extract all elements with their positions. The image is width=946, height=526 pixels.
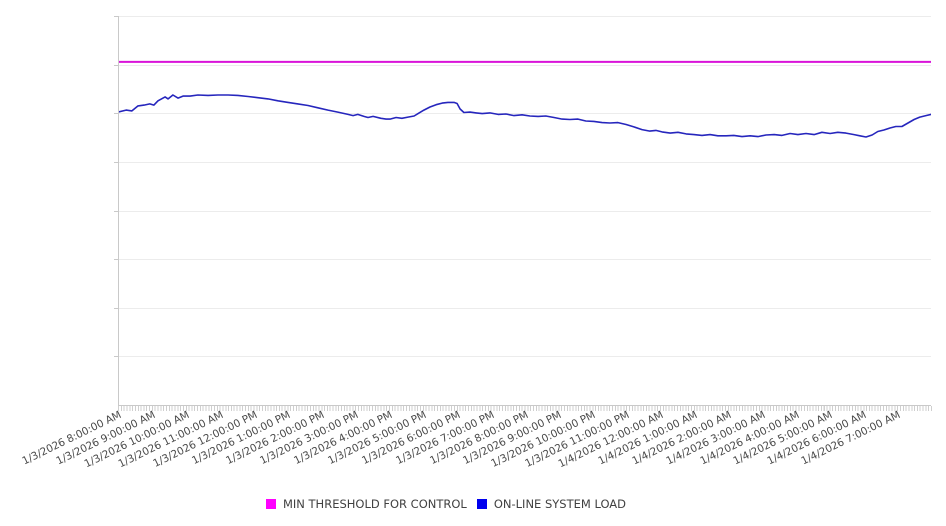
y-axis-tick bbox=[114, 113, 118, 114]
y-axis-tick bbox=[114, 65, 118, 66]
plot-area[interactable] bbox=[118, 16, 931, 405]
y-axis-line bbox=[118, 16, 119, 406]
y-axis-tick bbox=[114, 211, 118, 212]
legend-item-label: ON-LINE SYSTEM LOAD bbox=[493, 497, 627, 511]
legend-swatch-icon bbox=[265, 499, 276, 509]
y-axis-tick bbox=[114, 308, 118, 309]
x-axis-line bbox=[118, 405, 931, 406]
y-axis-tick bbox=[114, 16, 118, 17]
y-axis-tick bbox=[114, 356, 118, 357]
legend-item-on-line-system-load[interactable]: ON-LINE SYSTEM LOAD bbox=[476, 497, 627, 511]
legend-swatch-icon bbox=[476, 499, 487, 509]
x-axis-minor-ticks bbox=[118, 406, 932, 411]
y-axis-tick bbox=[114, 162, 118, 163]
legend-item-min-threshold-for-control[interactable]: MIN THRESHOLD FOR CONTROL bbox=[265, 497, 467, 511]
legend-item-label: MIN THRESHOLD FOR CONTROL bbox=[282, 497, 467, 511]
legend: MIN THRESHOLD FOR CONTROL ON-LINE SYSTEM… bbox=[0, 497, 892, 511]
y-axis-tick bbox=[114, 259, 118, 260]
series-online-system-load-line bbox=[118, 94, 931, 138]
